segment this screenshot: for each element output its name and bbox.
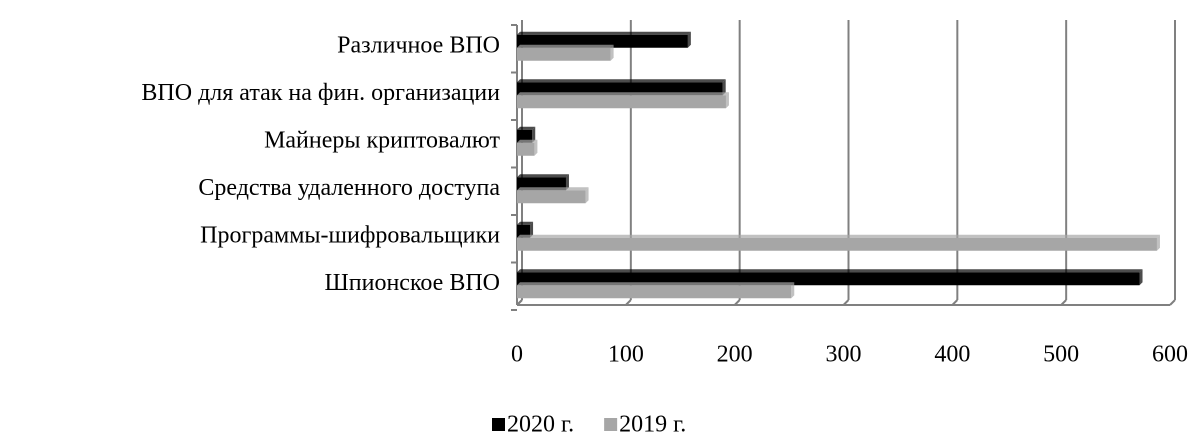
- bar: [517, 224, 531, 238]
- bar-side: [725, 92, 729, 109]
- bar-top: [517, 126, 536, 130]
- bar: [517, 272, 1140, 286]
- bar-top: [517, 234, 1160, 238]
- bar: [517, 82, 723, 96]
- bar: [517, 190, 586, 204]
- legend-swatch: [492, 418, 505, 431]
- bar-top: [517, 282, 795, 286]
- bar-top: [517, 31, 691, 35]
- bar-side: [610, 44, 614, 61]
- bar-top: [517, 139, 538, 143]
- bar-top: [517, 174, 569, 178]
- legend-swatch: [604, 418, 618, 431]
- tick-mark: [842, 299, 850, 306]
- bar-top: [517, 79, 726, 83]
- bar: [517, 142, 535, 156]
- bar-side: [722, 79, 726, 96]
- bar-side: [532, 126, 536, 143]
- x-tick-label: 500: [1043, 342, 1079, 368]
- x-tick-label: 200: [717, 342, 753, 368]
- tick-mark: [625, 299, 632, 306]
- tick-mark: [733, 299, 741, 306]
- bar-side: [687, 31, 691, 48]
- bar-top: [517, 187, 589, 191]
- legend-label: 2020 г.: [507, 412, 574, 438]
- bar: [517, 95, 726, 109]
- y-tick-label: ВПО для атак на фин. организации: [141, 80, 500, 106]
- bar-side: [791, 282, 795, 299]
- x-tick-label: 100: [608, 342, 644, 368]
- x-tick-label: 600: [1152, 342, 1188, 368]
- y-tick-label: Шпионское ВПО: [325, 270, 500, 296]
- bar: [517, 129, 533, 143]
- y-tick-label: Различное ВПО: [337, 32, 500, 58]
- bar: [517, 237, 1157, 251]
- bar-side: [530, 221, 534, 238]
- x-tick-label: 300: [826, 342, 862, 368]
- bar: [517, 285, 792, 299]
- bar: [517, 34, 688, 48]
- bar-side: [1156, 234, 1160, 251]
- bar-top: [517, 269, 1143, 273]
- x-tick-label: 0: [511, 342, 523, 368]
- legend-label: 2019 г.: [619, 412, 686, 438]
- y-tick-label: Майнеры криптовалют: [264, 127, 500, 153]
- bar-side: [585, 187, 589, 204]
- bar-top: [517, 92, 729, 96]
- tick-mark: [951, 299, 959, 306]
- tick-mark: [516, 299, 523, 306]
- y-tick-label: Средства удаленного доступа: [198, 175, 500, 201]
- bar-top: [517, 44, 614, 48]
- bar-top: [517, 221, 534, 225]
- y-tick-label: Программы-шифровальщики: [200, 222, 500, 248]
- bar-side: [565, 174, 569, 191]
- bar-side: [534, 139, 538, 156]
- x-tick-label: 400: [934, 342, 970, 368]
- tick-mark: [1169, 299, 1176, 306]
- bar-side: [1139, 269, 1143, 286]
- tick-mark: [1060, 299, 1067, 306]
- bar: [517, 177, 566, 191]
- bar: [517, 47, 611, 61]
